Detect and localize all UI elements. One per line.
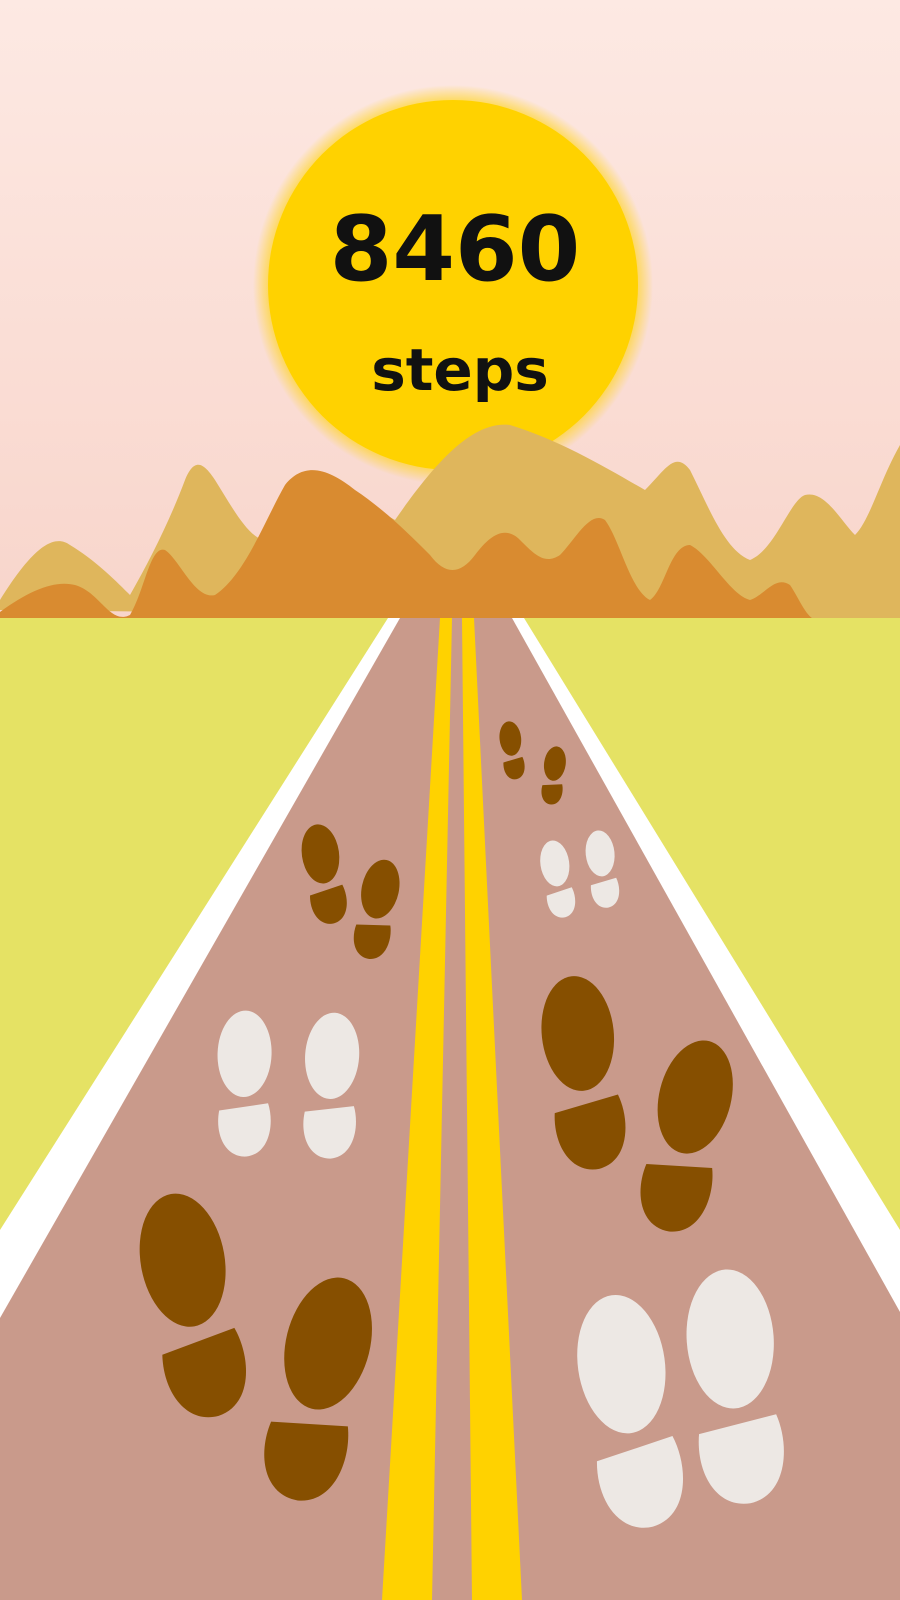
step-count: 8460	[330, 197, 581, 302]
center-line-left	[382, 618, 452, 1600]
hills-front	[0, 470, 815, 620]
sun	[253, 85, 653, 485]
step-unit-label: steps	[371, 336, 549, 404]
center-line-right	[462, 618, 522, 1600]
